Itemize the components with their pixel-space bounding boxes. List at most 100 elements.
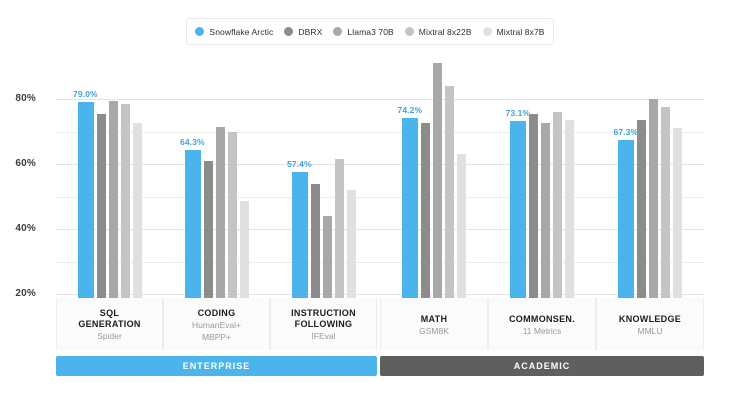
plot-gridlines [56, 96, 704, 296]
legend-item-label: Snowflake Arctic [209, 26, 274, 37]
bar-group-bars [596, 40, 704, 298]
bar [421, 123, 430, 298]
category-card-subtitle-secondary: MBPP+ [201, 331, 232, 342]
bar [322, 216, 332, 298]
category-card-subtitle: HumanEval+ [192, 319, 241, 330]
bar [402, 117, 418, 298]
bar-group: 57.4% [270, 40, 377, 298]
bar [649, 99, 658, 298]
bar-group-bars [488, 40, 596, 298]
bar [457, 154, 466, 298]
category-card-subtitle: IFEval [311, 331, 336, 341]
bar-value-label: 64.3% [180, 137, 205, 148]
bar [346, 190, 356, 298]
y-axis: 80% 60% 40% 20% [0, 93, 740, 299]
bar-group: 73.1% [488, 40, 596, 298]
bar-value-label: 57.4% [287, 159, 312, 170]
gridline-major [56, 164, 704, 165]
gridline-major [56, 99, 704, 100]
legend-item-label: Mixtral 8x7B [496, 26, 545, 37]
bar [529, 113, 538, 298]
bar [96, 113, 106, 298]
bar-value-label: 67.3% [613, 127, 639, 138]
section-banner-label: ACADEMIC [513, 361, 571, 371]
bar-group-bars [56, 40, 163, 298]
section-banner: ENTERPRISE [56, 356, 377, 376]
bar-group: 64.3% [163, 40, 270, 298]
legend-swatch-icon [195, 27, 205, 36]
legend-swatch-icon [284, 27, 294, 36]
bar-group-bars [380, 40, 488, 298]
section-banner: ACADEMIC [380, 356, 704, 376]
bar [77, 102, 94, 298]
gridline-minor [56, 261, 704, 263]
bar [510, 121, 526, 298]
legend-item[interactable]: Llama3 70B [333, 26, 394, 37]
y-axis-tick-label: 80% [15, 93, 36, 104]
gridline-minor [56, 131, 704, 133]
bar-groups: 79.0% 64.3% 57.4% 74.2% 73.1% 67.3% [56, 40, 704, 298]
legend-swatch-icon [482, 27, 492, 36]
legend-item-label: Llama3 70B [347, 26, 394, 37]
legend-item[interactable]: Mixtral 8x7B [482, 26, 545, 37]
legend-swatch-icon [404, 27, 414, 36]
bar [203, 160, 213, 298]
category-card-title: SQL GENERATION [78, 308, 141, 329]
legend-item[interactable]: Mixtral 8x22B [404, 27, 472, 37]
bar-group: 74.2% [380, 40, 488, 298]
bar [618, 140, 634, 298]
y-axis-tick-label: 60% [15, 158, 36, 169]
category-card-subtitle: GSM8K [419, 325, 449, 336]
category-card: SQL GENERATION Spider [56, 298, 163, 350]
section-banner-label: ENTERPRISE [182, 361, 251, 371]
bar [541, 123, 550, 298]
bar [291, 172, 308, 298]
section-banners: ENTERPRISE ACADEMIC [56, 356, 704, 376]
category-card-title: KNOWLEDGE [618, 313, 682, 324]
bar [637, 120, 646, 298]
category-card: KNOWLEDGE MMLU [596, 298, 704, 350]
category-card-title: INSTRUCTION FOLLOWING [291, 308, 356, 329]
category-card-title: COMMONSEN. [509, 313, 575, 324]
bar [433, 63, 442, 298]
bar [227, 131, 237, 298]
bar [673, 128, 682, 298]
bar [184, 150, 201, 298]
bar-group: 79.0% [56, 40, 163, 298]
bar [310, 183, 320, 298]
bar [120, 103, 130, 298]
legend-swatch-icon [333, 27, 343, 36]
category-card: MATH GSM8K [380, 298, 488, 350]
bar [132, 123, 142, 298]
legend-item[interactable]: Snowflake Arctic [195, 27, 273, 37]
category-card-title: CODING [197, 307, 236, 318]
gridline-major [56, 294, 704, 295]
gridline-minor [56, 196, 704, 198]
category-cards: SQL GENERATION Spider CODING HumanEval+ MBPP+… [56, 298, 704, 350]
y-axis-tick-label: 20% [15, 288, 36, 299]
category-card: COMMONSEN. 11 Metrics [488, 298, 596, 350]
bar [215, 126, 225, 298]
bar [108, 100, 118, 298]
bar [445, 86, 454, 298]
y-axis-tick-label: 40% [15, 223, 36, 234]
bar-group: 67.3% [596, 40, 704, 298]
bar [239, 201, 249, 298]
category-card-subtitle: Spider [97, 331, 122, 341]
bar-value-label: 73.1% [505, 108, 531, 119]
category-card: CODING HumanEval+ MBPP+ [163, 298, 270, 350]
category-card-title: MATH [420, 313, 448, 324]
legend-item[interactable]: DBRX [284, 27, 322, 37]
bar [661, 107, 670, 298]
category-card-subtitle: 11 Metrics [522, 325, 562, 336]
bar-value-label: 79.0% [73, 89, 98, 100]
gridline-major [56, 229, 704, 230]
category-card-subtitle: MMLU [637, 325, 663, 336]
bar-group-bars [163, 40, 270, 298]
legend-item-label: DBRX [298, 26, 323, 37]
bar-value-label: 74.2% [397, 104, 423, 115]
bar [553, 112, 562, 298]
chart-legend: Snowflake Arctic DBRX Llama3 70B Mixtral 8x… [186, 18, 554, 45]
bar-group-bars [270, 40, 377, 298]
